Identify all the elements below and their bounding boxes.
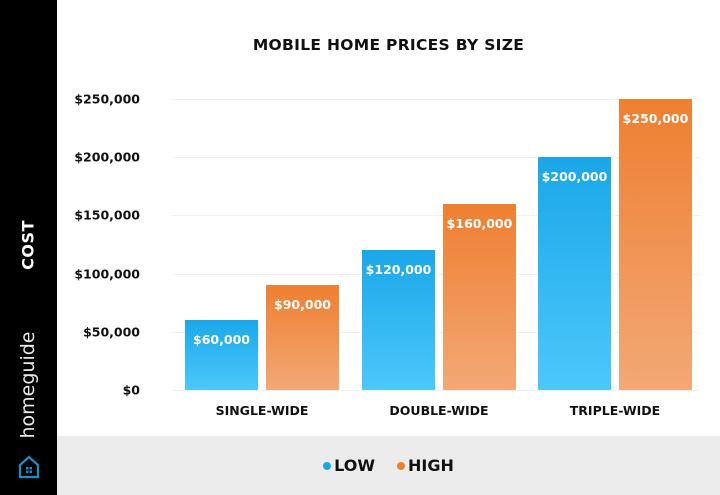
- y-tick-label: $250,000: [74, 91, 140, 107]
- legend-label-low: LOW: [334, 456, 375, 475]
- bar-high-triple-wide: $250,000: [619, 99, 692, 390]
- bar-high-double-wide: $160,000: [443, 203, 516, 390]
- y-tick-label: $150,000: [74, 207, 140, 223]
- y-tick-label: $0: [122, 382, 140, 398]
- bar-low-triple-wide: $200,000: [538, 157, 611, 390]
- gridline: [172, 273, 700, 275]
- gridline: [172, 215, 700, 217]
- chart-title: MOBILE HOME PRICES BY SIZE: [252, 36, 525, 54]
- gridline: [172, 99, 700, 100]
- legend-label-high: HIGH: [408, 456, 454, 475]
- y-tick-label: $50,000: [83, 324, 140, 340]
- high-dot-icon: [397, 461, 405, 470]
- house-icon: [18, 455, 40, 479]
- bar-low-double-wide: $120,000: [362, 250, 435, 390]
- legend: LOW HIGH: [57, 456, 720, 475]
- bar-value-label: $200,000: [541, 169, 608, 185]
- gridline: [172, 331, 700, 333]
- bar-value-label: $160,000: [446, 215, 513, 231]
- legend-band: [57, 436, 720, 495]
- gridline: [172, 157, 700, 159]
- x-category-label: TRIPLE-WIDE: [569, 403, 661, 418]
- bar-value-label: $60,000: [193, 332, 250, 348]
- gridline: [172, 390, 700, 391]
- legend-item-high: HIGH: [397, 456, 454, 475]
- bar-value-label: $250,000: [622, 111, 689, 126]
- legend-item-low: LOW: [323, 456, 375, 475]
- x-category-label: SINGLE-WIDE: [215, 403, 309, 418]
- low-dot-icon: [323, 461, 332, 470]
- bar-low-single-wide: $60,000: [185, 320, 258, 390]
- bar-high-single-wide: $90,000: [266, 285, 339, 390]
- x-category-label: DOUBLE-WIDE: [389, 403, 489, 418]
- y-tick-label: $200,000: [74, 149, 140, 165]
- bar-value-label: $120,000: [365, 262, 432, 278]
- y-tick-label: $100,000: [74, 266, 140, 282]
- sidebar: COST homeguide: [0, 0, 57, 495]
- bar-value-label: $90,000: [274, 297, 331, 313]
